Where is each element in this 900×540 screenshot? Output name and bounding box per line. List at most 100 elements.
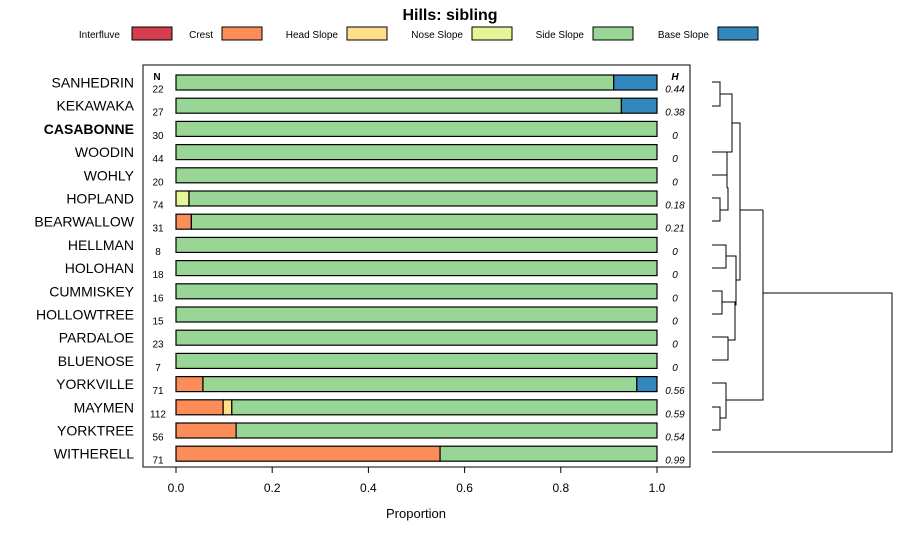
row-label: YORKTREE — [57, 423, 134, 439]
dendrogram — [712, 81, 893, 453]
row-n-value: 16 — [152, 293, 164, 304]
row-witherell: WITHERELL 71 0.99 — [54, 445, 685, 467]
bar-segment-side-slope — [175, 306, 658, 323]
row-n-value: 20 — [152, 177, 164, 188]
row-label: HOLOHAN — [65, 260, 134, 276]
dendrogram-branch — [712, 336, 729, 361]
row-label: WITHERELL — [54, 446, 134, 462]
n-header: N — [153, 72, 160, 83]
bar-segment-crest — [175, 422, 237, 439]
bar-segment-crest — [175, 213, 192, 230]
row-h-value: 0.54 — [665, 433, 685, 444]
bar-segment-base-slope — [613, 74, 658, 91]
dendrogram-branch — [712, 244, 727, 269]
row-h-value: 0 — [672, 177, 678, 188]
row-n-value: 7 — [155, 363, 161, 374]
bar-segment-side-slope — [175, 74, 615, 91]
row-label: PARDALOE — [59, 330, 134, 346]
dendrogram-branch — [712, 406, 721, 431]
row-h-value: 0.44 — [665, 85, 685, 96]
bar-segment-base-slope — [636, 376, 658, 393]
legend-swatch-side-slope — [592, 26, 634, 41]
legend-swatch-base-slope — [717, 26, 759, 41]
row-n-value: 18 — [152, 270, 164, 281]
dendrogram-branch — [712, 151, 728, 176]
x-tick-label: 0.8 — [552, 481, 569, 495]
row-h-value: 0 — [672, 270, 678, 281]
chart-title: Hills: sibling — [402, 7, 497, 24]
dendrogram-branch — [732, 122, 741, 281]
row-n-value: 30 — [152, 131, 164, 142]
legend-label-side-slope: Side Slope — [536, 30, 585, 41]
x-axis-title: Proportion — [386, 506, 446, 521]
row-label: WOHLY — [84, 167, 135, 183]
row-yorktree: YORKTREE 56 0.54 — [57, 422, 685, 444]
bar-segment-base-slope — [620, 97, 658, 114]
bar-segment-head-slope — [222, 399, 233, 416]
bar-segment-side-slope — [235, 422, 658, 439]
row-label: HELLMAN — [68, 237, 134, 253]
legend-swatch-interfluve — [131, 26, 173, 41]
legend-swatch-crest — [221, 26, 263, 41]
row-label: WOODIN — [75, 144, 134, 160]
row-wohly: WOHLY 20 0 — [84, 167, 678, 188]
bar-segment-side-slope — [190, 213, 658, 230]
x-tick-label: 0.4 — [360, 481, 377, 495]
dendrogram-branch — [712, 292, 893, 453]
x-tick-label: 1.0 — [649, 481, 666, 495]
row-h-value: 0.38 — [665, 108, 685, 119]
row-hollowtree: HOLLOWTREE 15 0 — [36, 306, 678, 328]
row-h-value: 0 — [672, 293, 678, 304]
bar-segment-side-slope — [231, 399, 658, 416]
row-n-value: 44 — [152, 154, 164, 165]
bar-segment-side-slope — [175, 352, 658, 369]
row-h-value: 0 — [672, 317, 678, 328]
row-cummiskey: CUMMISKEY 16 0 — [49, 283, 678, 304]
row-n-value: 71 — [152, 456, 164, 467]
row-n-value: 112 — [150, 409, 166, 420]
bar-segment-side-slope — [188, 190, 658, 207]
dendrogram-branch — [720, 93, 733, 153]
row-label: MAYMEN — [74, 399, 134, 415]
row-h-value: 0 — [672, 363, 678, 374]
row-n-value: 23 — [152, 340, 164, 351]
row-holohan: HOLOHAN 18 0 — [65, 260, 678, 281]
dendrogram-branch — [720, 187, 729, 211]
row-hellman: HELLMAN 8 0 — [68, 236, 678, 258]
bar-segment-side-slope — [175, 120, 658, 138]
bar-segment-side-slope — [175, 236, 658, 253]
row-n-value: 71 — [152, 386, 164, 397]
row-hopland: HOPLAND 74 0.18 — [66, 190, 685, 212]
dendrogram-branch — [712, 382, 727, 419]
row-casabonne: CASABONNE 30 0 — [44, 120, 678, 142]
row-label: HOLLOWTREE — [36, 307, 134, 323]
bar-segment-crest — [175, 399, 224, 416]
x-tick-label: 0.0 — [168, 481, 185, 495]
row-h-value: 0.18 — [665, 201, 685, 212]
row-bluenose: BLUENOSE 7 0 — [58, 352, 678, 374]
row-n-value: 56 — [152, 433, 164, 444]
row-yorkville: YORKVILLE 71 0.56 — [56, 376, 685, 397]
legend-label-head-slope: Head Slope — [286, 30, 339, 41]
row-maymen: MAYMEN 112 0.59 — [74, 399, 685, 420]
dendrogram-branch — [712, 197, 721, 222]
plot-frame — [142, 64, 691, 468]
legend: Interfluve Crest Head Slope Nose Slope Side … — [79, 26, 759, 41]
bar-segment-side-slope — [175, 283, 658, 300]
h-header: H — [671, 72, 679, 83]
row-label: BLUENOSE — [58, 353, 134, 369]
row-label: BEARWALLOW — [34, 214, 134, 230]
dendrogram-branch — [712, 81, 721, 107]
row-h-value: 0 — [672, 340, 678, 351]
row-bearwallow: BEARWALLOW 31 0.21 — [34, 213, 685, 235]
dendrogram-branch — [712, 290, 723, 315]
bar-segment-side-slope — [175, 167, 658, 184]
bar-segment-side-slope — [175, 329, 658, 346]
legend-swatch-head-slope — [346, 26, 388, 41]
row-h-value: 0 — [672, 154, 678, 165]
dendrogram-branch — [726, 255, 737, 306]
bar-segment-side-slope — [175, 260, 658, 277]
x-tick-label: 0.2 — [264, 481, 281, 495]
dendrogram-branch — [722, 301, 736, 341]
row-h-value: 0.59 — [665, 409, 685, 420]
